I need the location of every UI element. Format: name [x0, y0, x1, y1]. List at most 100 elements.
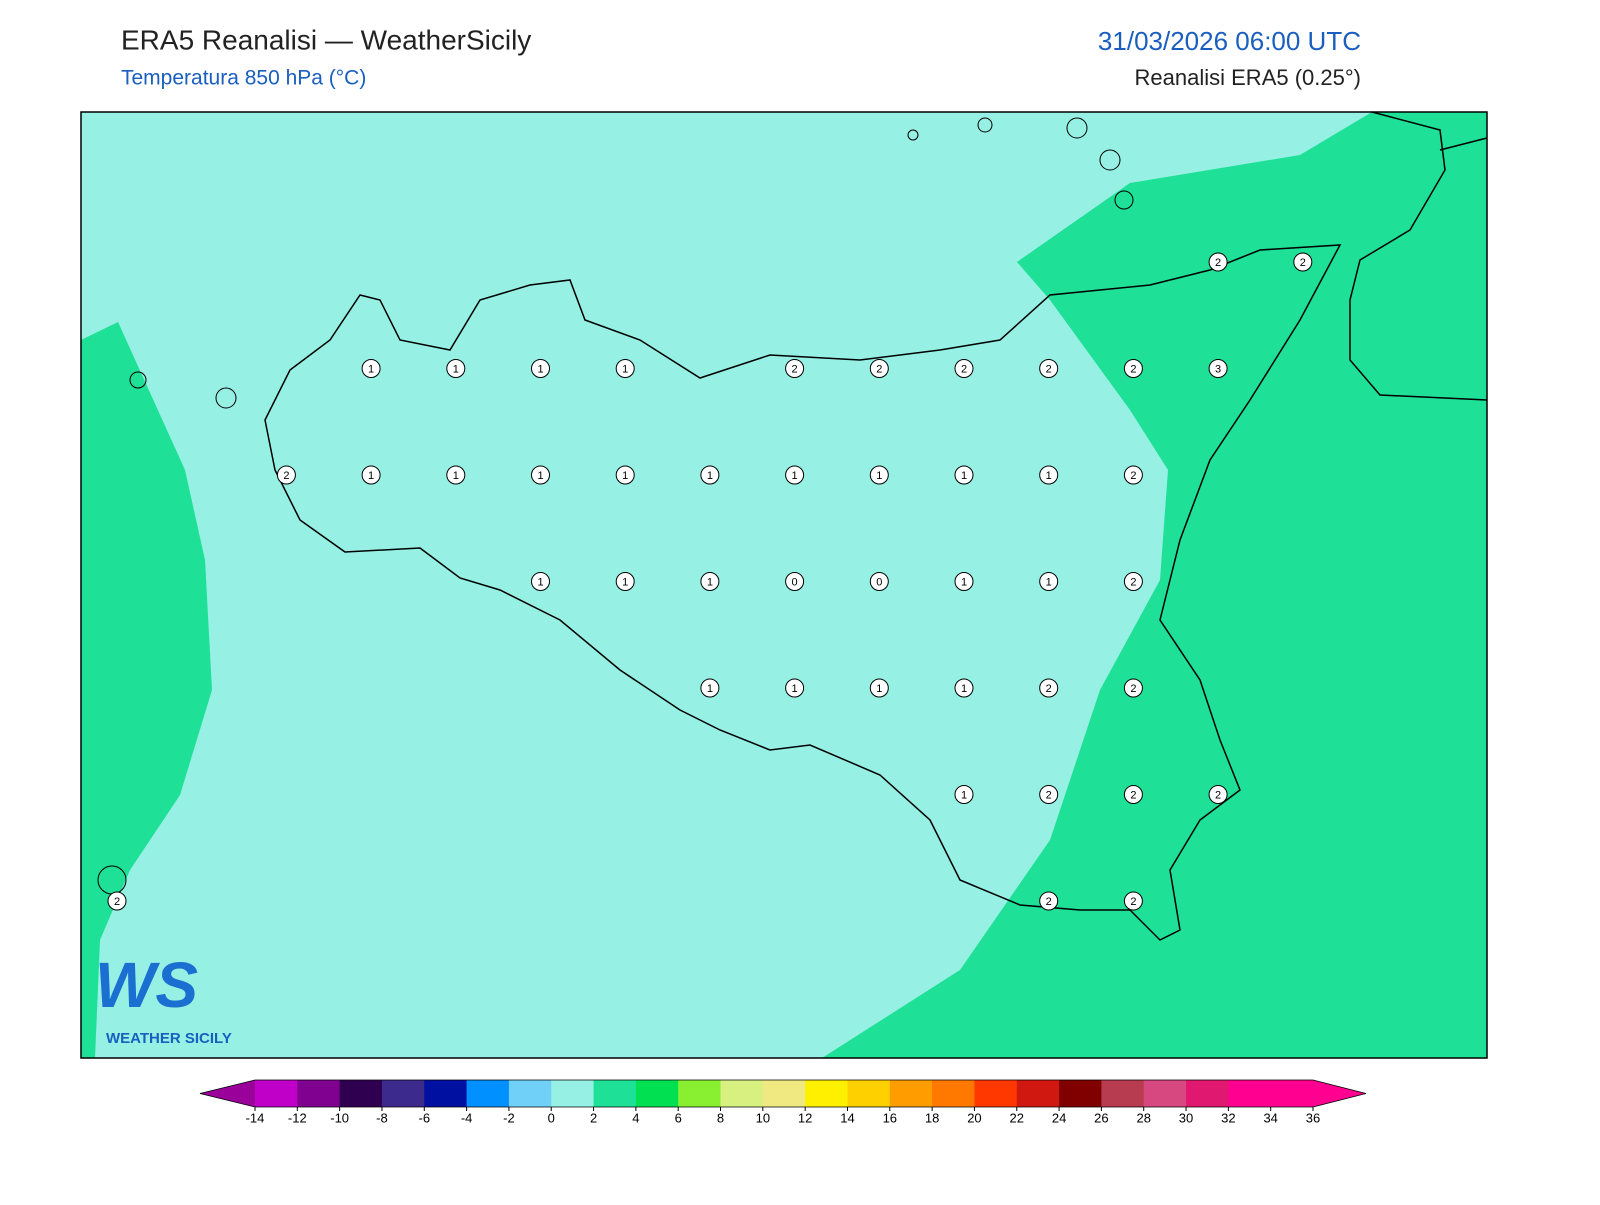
island: [907, 129, 919, 141]
colorbar-tick-label: 12: [798, 1110, 812, 1125]
station-marker: [615, 465, 635, 485]
colorbar-bin: [1228, 1080, 1272, 1107]
island: [215, 387, 237, 409]
station-marker: [531, 465, 550, 485]
title: ERA5 Reanalisi — WeatherSicily: [121, 24, 531, 55]
station-value: 2: [1046, 789, 1052, 801]
station-marker: [531, 572, 550, 591]
station-value: 2: [114, 896, 120, 908]
station-value: 1: [368, 363, 374, 375]
colorbar-bin: [1270, 1080, 1314, 1107]
colorbar-tick-label: 30: [1179, 1110, 1193, 1125]
station-marker: [785, 465, 805, 485]
station-value: 1: [453, 363, 459, 375]
colorbar-tick-label: 4: [632, 1110, 639, 1125]
station-value: 1: [876, 683, 882, 695]
colorbar-tick-label: 8: [717, 1110, 724, 1125]
colorbar-bin: [255, 1080, 298, 1107]
logo: WS WEATHER SICILY: [95, 949, 232, 1047]
station-marker: [446, 465, 466, 485]
colorbar-bin: [932, 1080, 975, 1107]
coastline: [264, 244, 1342, 941]
station-marker: [1123, 572, 1143, 591]
station-marker: [615, 572, 635, 591]
station-value: 1: [961, 683, 967, 695]
station-value: 1: [537, 576, 543, 588]
station-value: 2: [876, 363, 882, 375]
station-marker: [276, 465, 296, 485]
colorbar-tick-label: -8: [376, 1110, 388, 1125]
station-marker: [954, 678, 974, 698]
colorbar: -14 -12 -10 -8 -6 -4 -2 0 2 4 6 8 10 12 14 16 18 20 22 24 26…: [199, 1079, 1367, 1125]
station-value: 2: [1130, 683, 1136, 695]
station-value: 1: [876, 470, 882, 482]
warm-area: [822, 112, 1487, 1058]
station-marker: [1039, 572, 1059, 591]
colorbar-tick-label: 6: [675, 1110, 682, 1125]
station-marker: [869, 678, 889, 698]
station-marker: [1039, 678, 1059, 698]
colorbar-extend-high: [1313, 1080, 1366, 1107]
station-value: 0: [876, 576, 882, 588]
station-value: 2: [961, 363, 967, 375]
colorbar-tick-label: 18: [925, 1110, 939, 1125]
station-value: 3: [1215, 363, 1221, 375]
station-marker: [1123, 785, 1143, 804]
warm-area: [81, 322, 212, 1058]
colorbar-tick-label: 22: [1010, 1110, 1024, 1125]
station-marker: [700, 465, 720, 485]
station-marker: [1293, 252, 1313, 272]
station-marker: [1208, 785, 1228, 804]
colorbar-tick-label: -14: [246, 1110, 265, 1125]
colorbar-bin: [974, 1080, 1018, 1107]
colorbar-bin: [889, 1080, 933, 1107]
stations: 2 2 1 1 1 1 2 2 2 2 2 3 2 1 1 1 1 1 1 1 1 1 2 1 1 1 0 0 1 1 2 1 1 1 1 2 2 1 2 2…: [107, 252, 1313, 911]
colorbar-tick-label: -12: [288, 1110, 307, 1125]
station-value: 1: [961, 789, 967, 801]
station-value: 2: [1130, 896, 1136, 908]
station-value: 1: [792, 683, 798, 695]
station-value: 1: [622, 576, 628, 588]
station-value: 1: [1046, 470, 1052, 482]
colorbar-bin: [635, 1080, 679, 1107]
colorbar-bin: [424, 1080, 468, 1107]
colorbar-bin: [297, 1080, 341, 1107]
colorbar-bin: [466, 1080, 510, 1107]
station-marker: [361, 465, 381, 485]
map: 2 2 1 1 1 1 2 2 2 2 2 3 2 1 1 1 1 1 1 1 1 1 2 1 1 1 0 0 1 1 2 1 1 1 1 2 2 1 2 2…: [80, 111, 1488, 1059]
island: [977, 117, 993, 133]
station-value: 0: [792, 576, 798, 588]
station-value: 2: [283, 470, 289, 482]
colorbar-tick-label: 26: [1094, 1110, 1108, 1125]
station-marker: [531, 359, 550, 378]
station-value: 2: [1130, 789, 1136, 801]
station-marker: [869, 359, 889, 378]
station-marker: [954, 359, 974, 378]
station-marker: [869, 465, 889, 485]
colorbar-tick-label: -6: [418, 1110, 430, 1125]
colorbar-tick-label: 2: [590, 1110, 597, 1125]
station-marker: [615, 359, 635, 378]
station-marker: [785, 359, 805, 378]
island: [1099, 149, 1121, 171]
subtitle: Temperatura 850 hPa (°C): [121, 67, 366, 90]
station-value: 2: [1130, 470, 1136, 482]
station-marker: [1123, 359, 1143, 378]
station-value: 1: [537, 470, 543, 482]
colorbar-tick-label: 20: [967, 1110, 981, 1125]
station-marker: [1208, 359, 1228, 378]
colorbar-bin: [1059, 1080, 1102, 1107]
station-value: 1: [961, 470, 967, 482]
station-value: 1: [622, 470, 628, 482]
colorbar-bin: [762, 1080, 806, 1107]
station-value: 2: [1046, 683, 1052, 695]
logo-text: WEATHER SICILY: [106, 1030, 232, 1047]
coastline: [1349, 111, 1488, 401]
colorbar-bin: [1101, 1080, 1145, 1107]
colorbar-bin: [720, 1080, 764, 1107]
datetime: 31/03/2026 06:00 UTC: [1098, 26, 1361, 56]
station-value: 2: [792, 363, 798, 375]
island: [129, 371, 147, 389]
colorbar-tick-label: 0: [548, 1110, 555, 1125]
